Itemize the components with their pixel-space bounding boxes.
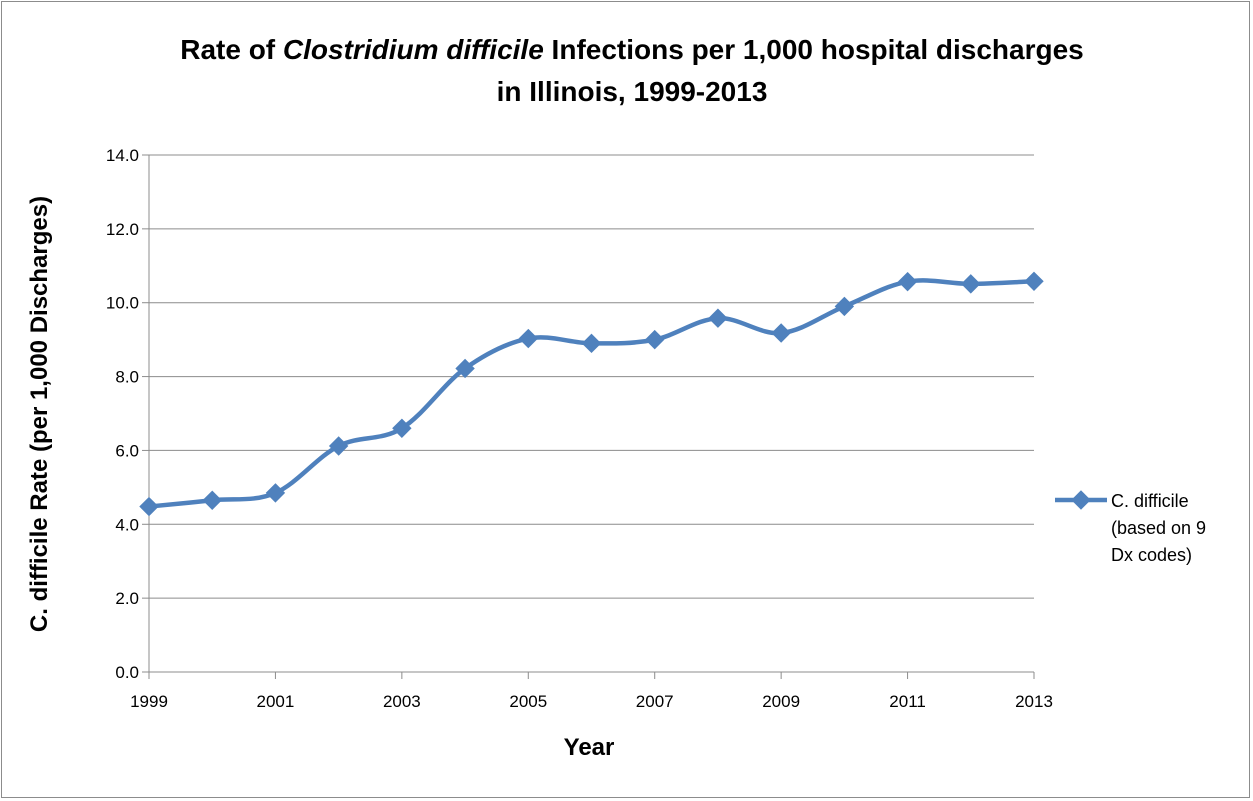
y-tick-label: 8.0: [115, 368, 139, 387]
x-tick-label: 2011: [889, 692, 926, 711]
data-point-marker: [1024, 271, 1044, 292]
x-tick-labels: 1999 2001 2003 2005 2007 2009 2011 2013: [130, 692, 1053, 711]
legend-label: (based on 9: [1111, 518, 1206, 538]
data-point-marker: [645, 329, 665, 350]
axes: [148, 155, 1035, 679]
data-point-marker: [897, 271, 918, 292]
x-tick-label: 2001: [257, 692, 295, 711]
data-point-marker: [328, 436, 349, 456]
data-point-marker: [202, 490, 222, 510]
y-tick-label: 6.0: [115, 441, 139, 460]
series-layer: [139, 271, 1044, 517]
chart-title-part: Infections per 1,000 hospital discharges: [544, 34, 1084, 65]
data-point-marker: [581, 333, 602, 354]
x-tick-label: 2003: [383, 692, 421, 711]
data-point-marker: [392, 418, 412, 438]
x-axis-title: Year: [564, 734, 615, 761]
legend-label: Dx codes): [1111, 545, 1192, 565]
chart-title-part: Rate of: [180, 34, 283, 65]
chart-title-line1: Rate of Clostridium difficile Infections…: [180, 34, 1084, 65]
y-tick-label: 10.0: [106, 294, 139, 313]
x-tick-label: 2009: [762, 692, 800, 711]
y-tick-label: 0.0: [115, 663, 139, 682]
y-axis-title: C. difficile Rate (per 1,000 Discharges): [26, 196, 53, 632]
x-tick-label: 1999: [130, 692, 168, 711]
gridlines: [142, 154, 1034, 673]
x-tick-label: 2013: [1015, 692, 1053, 711]
y-tick-labels: 0.0 2.0 4.0 6.0 8.0 10.0 12.0 14.0: [106, 146, 139, 682]
y-tick-label: 14.0: [106, 146, 139, 165]
series-line: [146, 278, 1037, 509]
data-point-marker: [265, 483, 286, 503]
y-tick-label: 12.0: [106, 220, 139, 239]
x-tick-label: 2005: [509, 692, 547, 711]
data-point-marker: [708, 308, 728, 328]
chart-title-part-italic: Clostridium difficile: [283, 34, 544, 65]
data-point-marker: [961, 274, 981, 294]
legend-label: C. difficile: [1111, 491, 1189, 511]
chart-title-line2: in Illinois, 1999-2013: [497, 76, 768, 107]
data-point-marker: [518, 328, 538, 349]
legend: C. difficile (based on 9 Dx codes): [1055, 490, 1206, 565]
x-tick-label: 2007: [636, 692, 674, 711]
data-point-marker: [834, 296, 855, 317]
data-point-marker: [771, 323, 791, 343]
data-point-marker: [139, 496, 159, 517]
y-tick-label: 2.0: [115, 589, 139, 608]
y-tick-label: 4.0: [115, 515, 139, 534]
data-point-marker: [455, 358, 475, 379]
legend-marker: [1071, 490, 1091, 510]
